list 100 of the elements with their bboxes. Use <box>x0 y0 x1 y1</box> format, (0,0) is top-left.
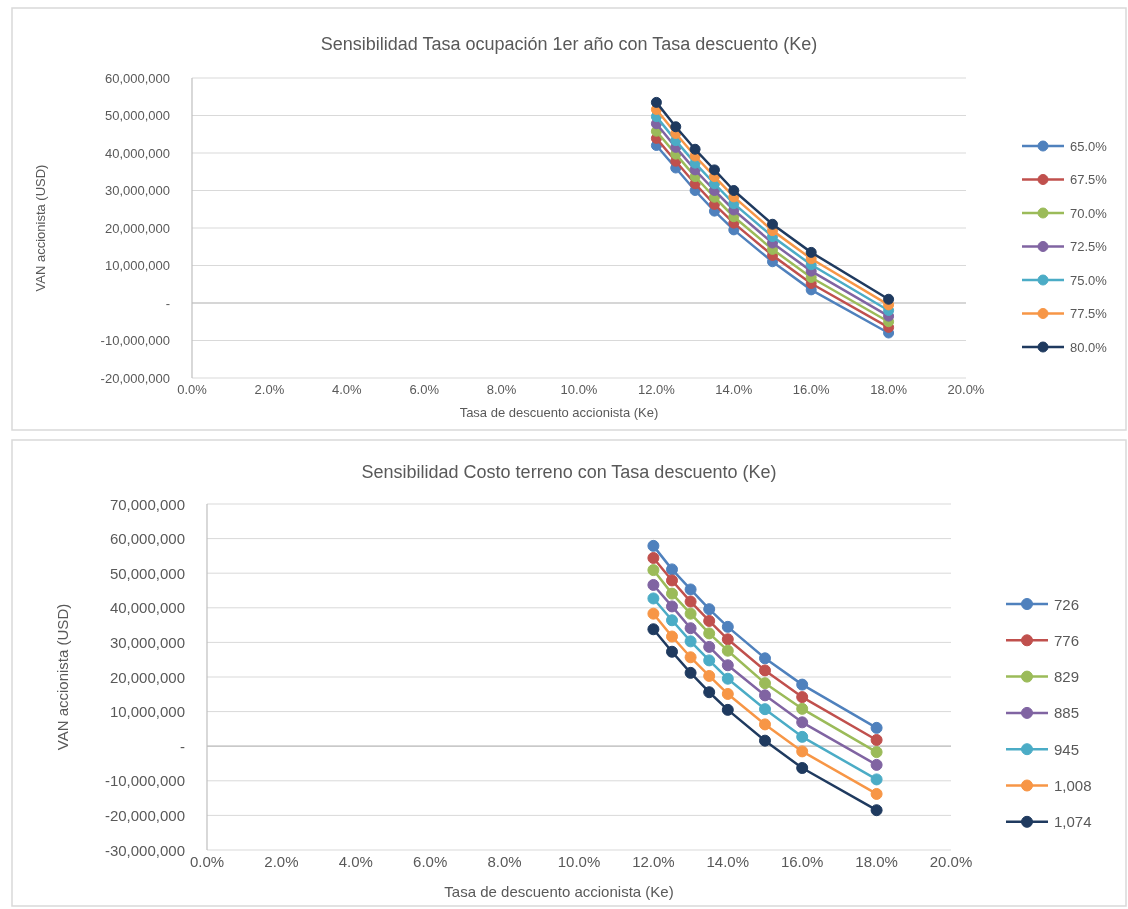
point <box>870 787 883 800</box>
point <box>883 293 895 305</box>
point <box>759 718 771 731</box>
x-tick-label: 18.0% <box>870 381 908 397</box>
x-tick-label: 20.0% <box>929 853 973 871</box>
y-axis-title: VAN accionista (USD) <box>32 164 48 292</box>
y-tick-label: 10,000,000 <box>104 258 170 273</box>
point <box>870 721 883 734</box>
point <box>684 651 697 664</box>
point <box>796 678 809 691</box>
x-tick-label: 10.0% <box>560 381 598 397</box>
y-tick-label: 20,000,000 <box>109 668 185 686</box>
x-tick-label: 14.0% <box>715 381 753 397</box>
x-tick-label: 12.0% <box>632 853 675 871</box>
x-tick-label: 10.0% <box>557 853 601 871</box>
point <box>870 733 883 746</box>
y-axis-title: VAN accionista (USD) <box>53 603 71 751</box>
x-axis-title: Tasa de descuento accionista (Ke) <box>444 882 674 900</box>
legend-label: 65.0% <box>1070 138 1108 154</box>
point <box>721 659 734 672</box>
point <box>647 551 660 564</box>
point <box>728 185 740 196</box>
point <box>759 664 771 677</box>
x-tick-label: 12.0% <box>637 381 676 397</box>
point <box>796 762 809 774</box>
x-tick-label: 8.0% <box>486 381 517 397</box>
y-tick-label: - <box>165 295 170 311</box>
point <box>796 745 809 758</box>
point <box>721 620 734 633</box>
point <box>666 600 678 613</box>
point <box>666 574 678 587</box>
point <box>721 703 734 716</box>
y-tick-label: 50,000,000 <box>109 564 185 582</box>
legend-label: 945 <box>1054 740 1080 758</box>
point <box>684 622 697 635</box>
point <box>684 607 697 620</box>
point <box>647 623 660 636</box>
point <box>684 635 697 648</box>
chart-title: Sensibilidad Tasa ocupación 1er año con Tasa descuento (Ke) <box>320 34 818 54</box>
x-tick-label: 6.0% <box>409 381 440 397</box>
y-tick-label: 30,000,000 <box>109 633 185 651</box>
x-tick-label: 2.0% <box>264 853 299 871</box>
point <box>796 702 809 715</box>
y-tick-label: 20,000,000 <box>104 220 170 236</box>
y-tick-label: 60,000,000 <box>104 70 170 86</box>
point <box>703 640 716 653</box>
point <box>721 672 734 685</box>
legend-label: 1,008 <box>1054 777 1092 794</box>
point <box>870 746 883 759</box>
x-tick-label: 6.0% <box>413 853 448 871</box>
legend-label: 726 <box>1054 595 1080 613</box>
point <box>870 773 883 786</box>
y-tick-label: 50,000,000 <box>104 108 170 123</box>
legend-label: 885 <box>1054 704 1080 722</box>
point <box>796 716 809 729</box>
point <box>759 703 771 716</box>
point <box>666 614 678 627</box>
legend-label: 75.0% <box>1070 272 1108 288</box>
point <box>767 218 778 230</box>
point <box>647 578 660 591</box>
point <box>703 614 716 627</box>
x-axis-title: Tasa de descuento accionista (Ke) <box>459 404 659 420</box>
point <box>759 689 771 702</box>
point <box>647 607 660 620</box>
legend-label: 77.5% <box>1070 306 1108 321</box>
point <box>647 592 660 605</box>
point <box>703 654 716 667</box>
y-tick-label: 60,000,000 <box>109 530 185 548</box>
point <box>721 644 734 657</box>
x-tick-label: 4.0% <box>338 853 373 871</box>
point <box>870 804 883 817</box>
point <box>805 246 817 258</box>
x-tick-label: 2.0% <box>254 381 285 397</box>
legend-label: 72.5% <box>1070 239 1108 254</box>
point <box>689 143 701 155</box>
point <box>666 645 678 658</box>
point <box>759 677 771 690</box>
legend-label: 67.5% <box>1070 172 1108 187</box>
point <box>647 539 660 552</box>
point <box>721 687 734 700</box>
y-tick-label: 40,000,000 <box>109 599 185 617</box>
y-tick-label: -10,000,000 <box>100 333 170 348</box>
point <box>670 121 682 133</box>
x-tick-label: 16.0% <box>780 853 824 871</box>
y-tick-label: 40,000,000 <box>104 145 170 161</box>
y-tick-label: 10,000,000 <box>109 703 185 721</box>
point <box>759 734 771 747</box>
x-tick-label: 16.0% <box>792 381 831 397</box>
point <box>647 564 660 577</box>
point <box>684 583 697 596</box>
point <box>684 666 697 679</box>
x-tick-label: 8.0% <box>487 853 522 871</box>
x-tick-label: 20.0% <box>947 381 985 397</box>
legend-label: 776 <box>1054 631 1080 649</box>
legend-label: 70.0% <box>1070 205 1108 221</box>
y-tick-label: 70,000,000 <box>109 495 185 513</box>
point <box>666 587 678 600</box>
legend-label: 1,074 <box>1054 813 1092 831</box>
point <box>650 96 662 108</box>
y-tick-label: - <box>180 737 185 755</box>
